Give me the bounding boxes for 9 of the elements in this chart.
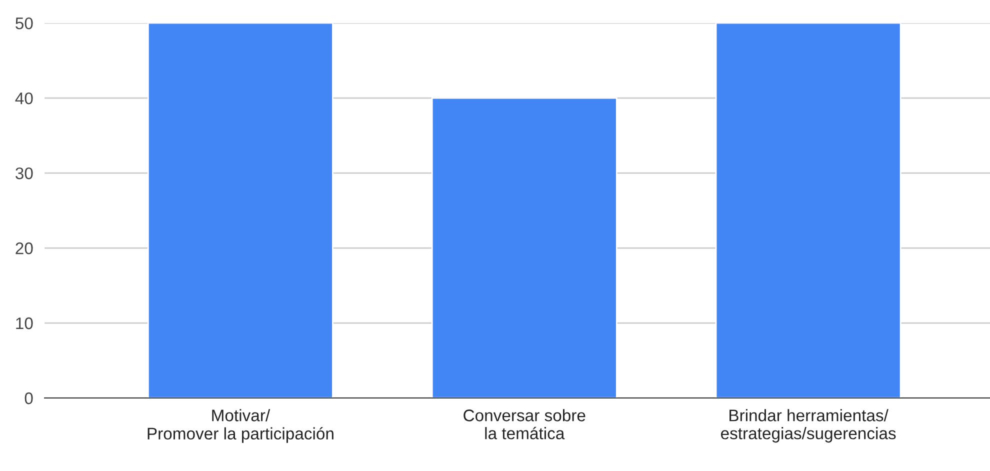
y-tick-label: 40 [15,92,33,104]
y-tick-label: 0 [24,392,33,404]
y-tick-label: 50 [16,17,33,30]
x-tick-label: Conversar sobre la temática [464,409,586,440]
y-tick-label: 20 [16,242,33,254]
x-tick-label: Brindar herramientas/ estrategias/sugerencias [720,409,896,443]
y-tick-label: 30 [16,167,33,180]
y-tick-label: 10 [16,317,33,330]
x-tick-label: Motivar/ Promover la participación [148,409,334,443]
